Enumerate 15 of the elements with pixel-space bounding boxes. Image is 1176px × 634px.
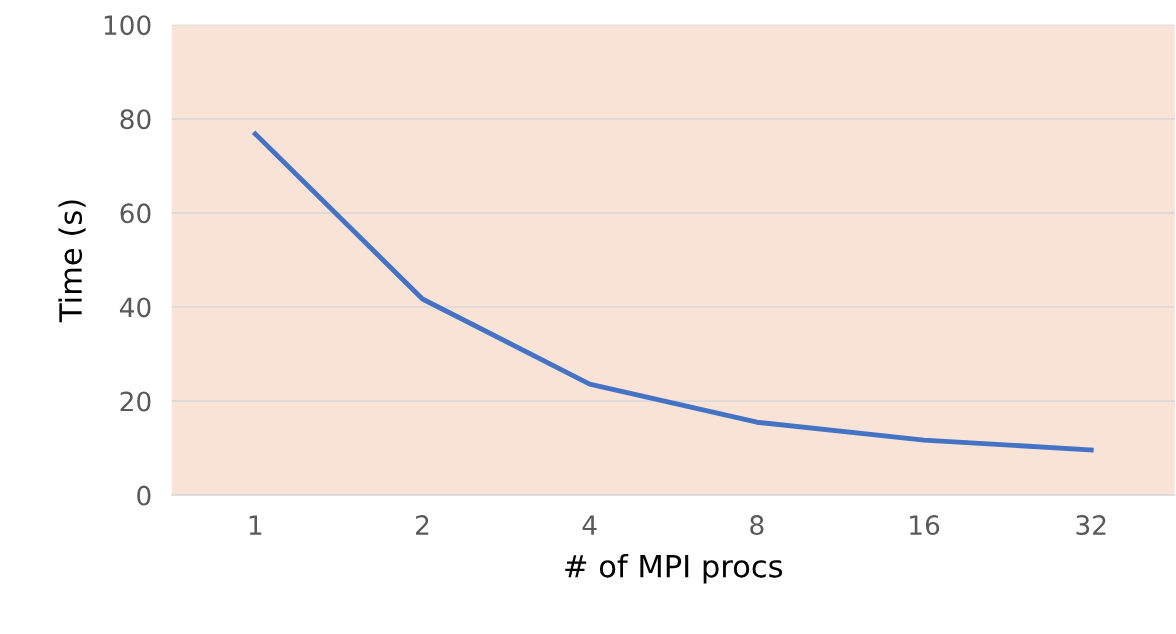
y-axis-title: Time (s)	[58, 200, 86, 323]
x-tick-label: 1	[249, 515, 262, 535]
x-tick-label: 2	[416, 515, 429, 535]
y-tick-label: 60	[120, 203, 151, 224]
x-tick-label: 8	[750, 515, 764, 536]
x-tick-label: 16	[910, 515, 940, 536]
y-tick-label: 40	[119, 297, 151, 318]
y-tick-label: 100	[104, 15, 151, 36]
x-tick-label: 32	[1076, 515, 1106, 536]
x-tick-label: 4	[582, 515, 597, 535]
line-series	[252, 131, 1094, 453]
y-tick-label: 80	[120, 109, 151, 130]
y-tick-label: 0	[137, 485, 151, 506]
x-axis-title: # of MPI procs	[565, 554, 783, 584]
y-tick-label: 20	[120, 391, 151, 412]
